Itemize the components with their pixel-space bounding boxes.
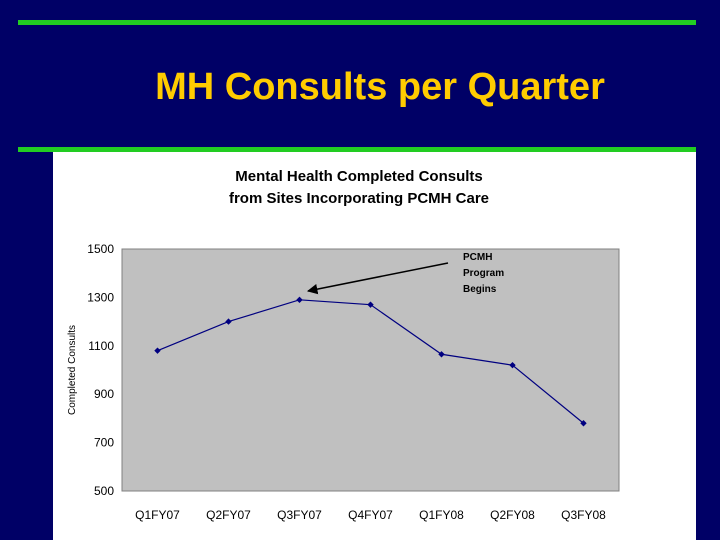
chart-title-line-2: from Sites Incorporating PCMH Care bbox=[229, 190, 489, 207]
slide-title: MH Consults per Quarter bbox=[155, 66, 605, 108]
x-tick-label: Q2FY07 bbox=[206, 508, 251, 522]
annotation-line-3: Begins bbox=[463, 284, 497, 295]
data-point-marker bbox=[296, 296, 303, 304]
y-tick-label: 1100 bbox=[88, 339, 114, 353]
data-point-marker bbox=[438, 351, 445, 358]
top-divider-line bbox=[18, 20, 696, 25]
title-divider-line bbox=[18, 147, 696, 152]
y-tick-label: 1300 bbox=[87, 290, 114, 304]
chart-title-line-1: Mental Health Completed Consults bbox=[235, 168, 483, 185]
y-tick-label: 1500 bbox=[87, 242, 114, 256]
x-tick-label: Q3FY07 bbox=[277, 508, 322, 522]
x-tick-label: Q1FY07 bbox=[135, 508, 180, 522]
y-tick-label: 700 bbox=[94, 436, 114, 450]
chart-panel: Mental Health Completed Consults from Si… bbox=[53, 152, 696, 540]
x-tick-label: Q1FY08 bbox=[419, 508, 464, 522]
x-tick-label: Q3FY08 bbox=[561, 508, 606, 522]
data-point-marker bbox=[154, 347, 161, 354]
plot-area bbox=[121, 248, 620, 492]
data-point-marker bbox=[225, 318, 232, 325]
annotation-line-2: Program bbox=[463, 268, 504, 279]
x-tick-labels: Q1FY07 Q2FY07 Q3FY07 Q4FY07 Q1FY08 Q2FY08 Q3FY… bbox=[135, 508, 606, 522]
annotation-arrow bbox=[306, 262, 449, 295]
data-point-marker bbox=[580, 420, 587, 427]
y-axis-label: Completed Consults bbox=[67, 325, 78, 415]
x-tick-label: Q2FY08 bbox=[490, 508, 535, 522]
y-tick-label: 500 bbox=[94, 484, 114, 498]
annotation-line-1: PCMH bbox=[463, 252, 492, 263]
x-tick-label: Q4FY07 bbox=[348, 508, 393, 522]
y-tick-label: 900 bbox=[94, 387, 114, 401]
line-chart: Mental Health Completed Consults from Si… bbox=[67, 168, 620, 522]
y-tick-labels: 500 700 900 1100 1300 1500 bbox=[87, 242, 114, 498]
